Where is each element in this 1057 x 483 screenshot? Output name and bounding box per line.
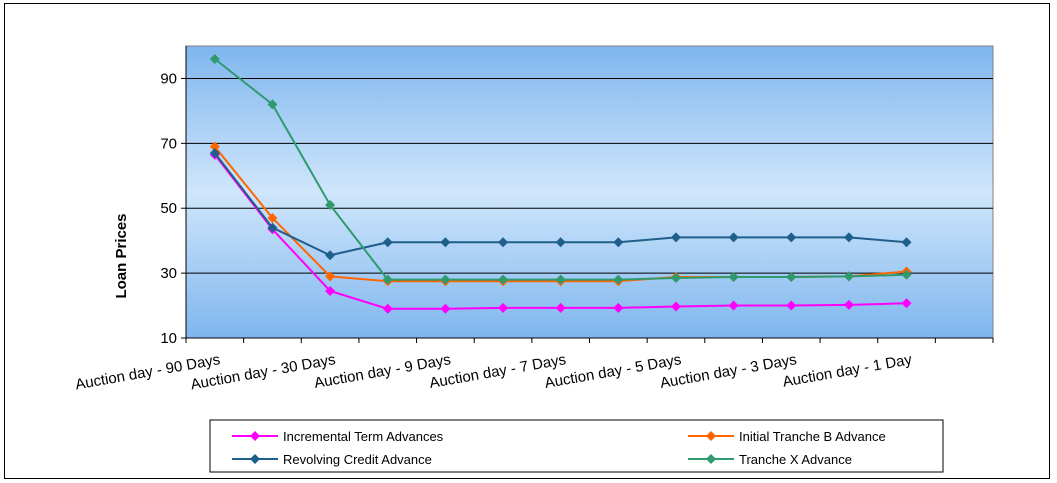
data-point: [555, 274, 566, 285]
legend-label: Revolving Credit Advance: [283, 452, 432, 467]
data-point: [325, 271, 336, 282]
grid-lines: [186, 77, 993, 274]
legend-label: Tranche X Advance: [739, 452, 852, 467]
x-tick-label: Auction day - 1 Day: [781, 351, 913, 391]
data-point: [440, 274, 451, 285]
y-axis: 10 30 50 70 90: [160, 46, 187, 347]
data-point: [670, 232, 681, 243]
legend-item: Initial Tranche B Advance: [688, 429, 886, 444]
data-point: [786, 232, 797, 243]
data-point: [786, 272, 797, 283]
y-tick-label: 70: [160, 135, 177, 152]
data-point: [498, 274, 509, 285]
legend: Incremental Term Advances Initial Tranche…: [209, 419, 944, 473]
legend-marker: [250, 431, 260, 441]
data-point: [843, 299, 854, 310]
legend-marker: [706, 454, 716, 464]
legend-item: Revolving Credit Advance: [232, 452, 432, 467]
data-point: [843, 232, 854, 243]
data-point: [728, 272, 739, 283]
data-point: [267, 99, 278, 110]
legend-marker: [250, 454, 260, 464]
series-1: [209, 149, 912, 314]
data-point: [209, 141, 220, 152]
data-point: [555, 237, 566, 248]
y-tick-label: 90: [160, 70, 177, 87]
series-3: [209, 148, 912, 261]
y-axis-label: Loan Prices: [113, 213, 130, 298]
data-point: [670, 272, 681, 283]
data-point: [613, 302, 624, 313]
data-point: [325, 199, 336, 210]
data-point: [267, 222, 278, 233]
series-group: [209, 53, 912, 314]
data-point: [613, 274, 624, 285]
data-point: [670, 301, 681, 312]
data-point: [498, 302, 509, 313]
data-point: [901, 237, 912, 248]
data-point: [613, 237, 624, 248]
data-point: [728, 232, 739, 243]
data-point: [382, 237, 393, 248]
data-point: [325, 250, 336, 261]
data-point: [209, 148, 220, 159]
legend-marker: [706, 431, 716, 441]
series-4: [209, 53, 912, 285]
data-point: [440, 303, 451, 314]
legend-item: Incremental Term Advances: [232, 429, 444, 444]
legend-label: Initial Tranche B Advance: [739, 429, 886, 444]
legend-item: Tranche X Advance: [688, 452, 852, 467]
data-point: [382, 274, 393, 285]
data-point: [786, 300, 797, 311]
data-point: [325, 285, 336, 296]
y-tick-label: 10: [160, 330, 177, 347]
data-point: [440, 237, 451, 248]
y-tick-label: 30: [160, 265, 177, 282]
data-point: [728, 300, 739, 311]
legend-box: [209, 419, 944, 473]
data-point: [382, 303, 393, 314]
data-point: [498, 237, 509, 248]
data-point: [267, 212, 278, 223]
y-tick-label: 50: [160, 200, 177, 217]
data-point: [209, 53, 220, 64]
data-point: [555, 302, 566, 313]
legend-label: Incremental Term Advances: [283, 429, 444, 444]
data-point: [901, 269, 912, 280]
data-point: [843, 271, 854, 282]
plot-area: [185, 45, 994, 339]
data-point: [901, 298, 912, 309]
